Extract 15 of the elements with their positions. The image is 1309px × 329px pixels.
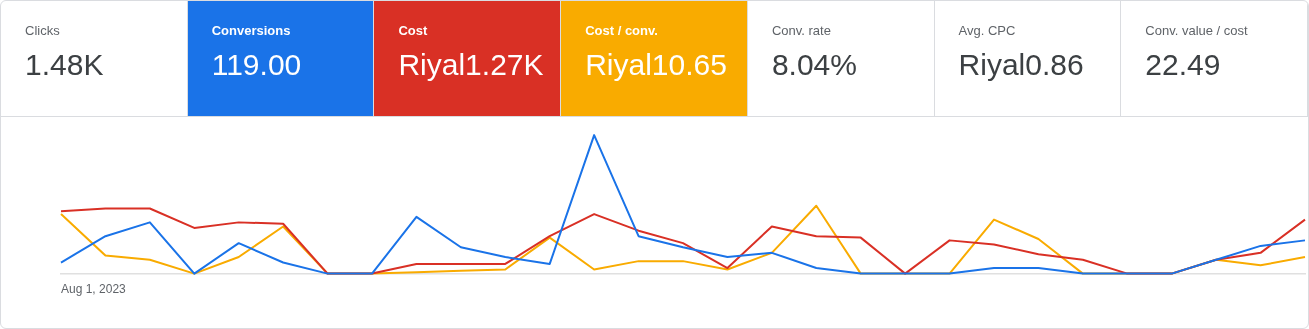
text: Avg. CPC — [958, 23, 1017, 38]
text: 1.48K — [25, 48, 105, 82]
text: Cost / conv. — [585, 23, 659, 38]
text: Cost — [398, 23, 429, 38]
text: Riyal1.27K — [398, 48, 545, 82]
text: 119.00 — [211, 48, 303, 82]
text: Conv. value / cost — [1145, 23, 1249, 38]
text: Conv. rate — [771, 23, 832, 38]
text: 22.49 — [1145, 48, 1222, 82]
text: Aug 1, 2023 — [61, 281, 127, 296]
text: Clicks — [25, 23, 61, 38]
text: Riyal0.86 — [958, 48, 1085, 82]
text: 8.04% — [771, 48, 858, 82]
text: Riyal10.65 — [585, 48, 728, 82]
text: Conversions — [211, 23, 292, 38]
